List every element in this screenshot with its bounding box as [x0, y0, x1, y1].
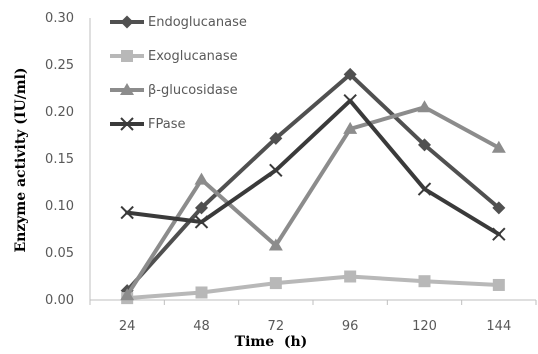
data-point — [418, 275, 431, 288]
legend: Endoglucanase Exoglucanase β-glucosidase FP… — [110, 15, 247, 132]
data-point — [344, 270, 357, 283]
y-tick-labels: 0.00 0.05 0.10 0.15 0.20 0.25 0.30 — [45, 11, 74, 308]
data-point — [269, 277, 282, 290]
legend-label: β-glucosidase — [148, 83, 238, 98]
legend-label: Endoglucanase — [148, 15, 247, 30]
data-point — [491, 140, 506, 153]
x-tick-label: 72 — [268, 319, 285, 334]
y-tick-label: 0.05 — [45, 246, 74, 261]
series-diamond — [120, 67, 506, 298]
series-line — [125, 98, 501, 237]
x-tick-label: 120 — [412, 319, 437, 334]
legend-marker — [120, 117, 134, 131]
x-tick-label: 48 — [193, 319, 210, 334]
data-point — [120, 288, 135, 301]
series-square — [121, 270, 505, 305]
data-point — [269, 131, 283, 145]
y-tick-label: 0.20 — [45, 105, 74, 120]
x-tick-label: 144 — [486, 319, 511, 334]
legend-label: Exoglucanase — [148, 49, 238, 64]
legend-item: β-glucosidase — [110, 83, 238, 98]
data-point — [343, 67, 357, 81]
y-tick-label: 0.00 — [45, 293, 74, 308]
data-point — [418, 138, 431, 152]
x-tick-label: 96 — [342, 319, 359, 334]
data-point — [417, 100, 432, 113]
series-line — [125, 72, 501, 293]
y-tick-label: 0.25 — [45, 58, 74, 73]
data-point — [492, 278, 505, 291]
data-point — [195, 201, 208, 215]
series-triangle — [120, 100, 506, 301]
series-x — [120, 94, 506, 241]
data-point — [492, 227, 506, 241]
data-point — [417, 182, 432, 196]
data-point — [343, 121, 358, 134]
y-axis-title: Enzyme activity (IU/ml) — [13, 67, 29, 252]
data-point — [120, 205, 134, 220]
x-axis-title: Time (h) — [235, 334, 308, 350]
data-point — [343, 94, 357, 108]
x-tick-labels: 24 48 72 96 120 144 — [89, 300, 537, 334]
data-point — [269, 163, 283, 177]
data-point — [268, 238, 283, 251]
series — [120, 67, 506, 305]
legend-item: Endoglucanase — [110, 15, 247, 30]
y-tick-label: 0.15 — [45, 152, 74, 167]
legend-marker — [120, 15, 134, 29]
x-tick-label: 24 — [119, 319, 136, 334]
data-point — [194, 215, 209, 229]
legend-item: FPase — [110, 117, 185, 132]
data-point — [195, 286, 208, 299]
legend-marker — [121, 50, 133, 62]
y-tick-label: 0.10 — [45, 199, 74, 214]
data-point — [194, 172, 209, 185]
legend-marker — [120, 83, 134, 95]
data-point — [492, 201, 506, 215]
y-tick-label: 0.30 — [45, 11, 74, 26]
legend-item: Exoglucanase — [110, 49, 238, 64]
series-line — [125, 105, 501, 298]
series-line — [125, 274, 501, 301]
legend-label: FPase — [148, 117, 185, 132]
